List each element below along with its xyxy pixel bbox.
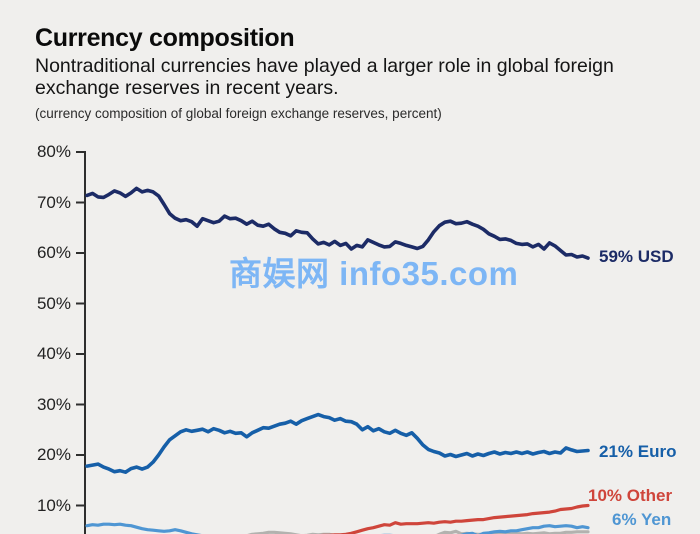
series-label-usd: 59% USD bbox=[599, 247, 674, 266]
series-line-euro bbox=[85, 412, 590, 475]
series-label-euro: 21% Euro bbox=[599, 442, 677, 461]
y-axis-tick-label: 20% bbox=[36, 445, 71, 464]
y-axis-tick-label: 70% bbox=[36, 192, 71, 212]
chart-header: Currency composition Nontraditional curr… bbox=[35, 24, 675, 122]
series-line-usd bbox=[85, 186, 590, 260]
y-axis-tick-label: 30% bbox=[36, 394, 71, 414]
y-axis-tick-label: 60% bbox=[36, 243, 71, 262]
chart-caption: (currency composition of global foreign … bbox=[35, 106, 442, 121]
y-axis-tick-label: 80% bbox=[36, 142, 71, 161]
y-axis-tick-label: 40% bbox=[36, 344, 71, 363]
watermark-text: 商娱网 info35.com bbox=[229, 255, 519, 292]
chart-title: Currency composition bbox=[35, 24, 295, 52]
chart-subtitle: Nontraditional currencies have played a … bbox=[35, 55, 614, 99]
y-axis-tick-label: 10% bbox=[36, 495, 71, 515]
series-label-other: 10% Other bbox=[588, 486, 673, 505]
series-label-yen: 6% Yen bbox=[612, 510, 672, 529]
series-line-other bbox=[320, 503, 590, 534]
y-axis-tick-label: 50% bbox=[36, 293, 71, 313]
series-line-yen bbox=[85, 522, 590, 534]
